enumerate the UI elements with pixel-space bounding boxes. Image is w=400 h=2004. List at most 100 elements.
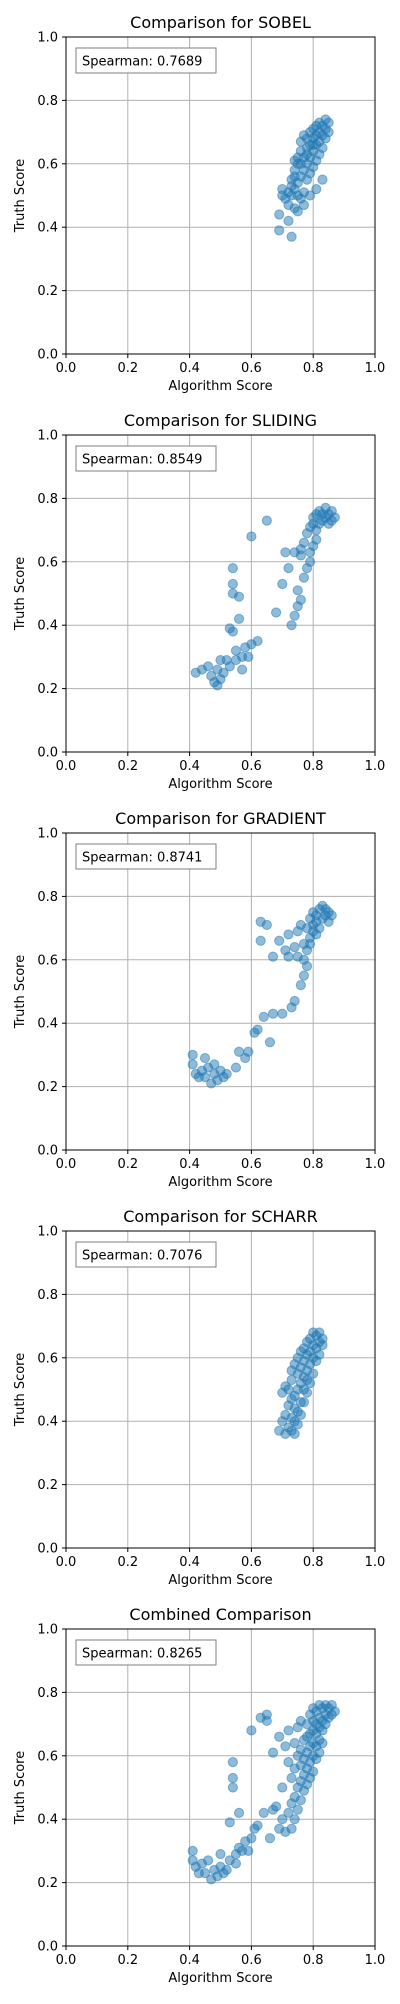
y-tick-label: 0.0: [37, 746, 58, 761]
data-point: [203, 1855, 214, 1866]
data-point: [209, 1059, 220, 1070]
x-tick-label: 0.4: [179, 1555, 200, 1570]
y-tick-label: 0.8: [37, 94, 58, 109]
data-point: [295, 1397, 306, 1408]
chart-title: Comparison for GRADIENT: [115, 809, 326, 828]
x-tick-label: 0.2: [117, 759, 138, 774]
data-point: [224, 1817, 235, 1828]
scatter-points: [190, 502, 340, 691]
y-tick-label: 0.8: [37, 492, 58, 507]
data-point: [215, 1848, 226, 1860]
y-axis-label: Truth Score: [13, 1353, 28, 1428]
data-point: [308, 139, 319, 150]
data-point: [264, 1037, 276, 1048]
y-tick-label: 0.6: [37, 157, 58, 172]
scatter-points: [187, 1699, 340, 1885]
data-point: [311, 929, 322, 940]
chart-title: Comparison for SLIDING: [124, 411, 317, 430]
data-point: [311, 184, 322, 195]
data-point: [199, 1052, 211, 1064]
data-point: [295, 1795, 306, 1806]
scatter-points: [187, 900, 337, 1089]
x-tick-label: 1.0: [365, 759, 386, 774]
data-point: [298, 199, 310, 211]
y-tick-label: 0.2: [37, 1478, 58, 1493]
y-tick-label: 0.4: [37, 1813, 58, 1828]
x-axis-label: Algorithm Score: [168, 1971, 272, 1986]
x-tick-label: 0.4: [179, 1157, 200, 1172]
data-point: [203, 661, 214, 672]
data-point: [227, 626, 238, 637]
data-point: [227, 1772, 238, 1784]
data-point: [283, 215, 294, 226]
data-point: [286, 1772, 297, 1784]
x-tick-label: 0.0: [56, 1555, 77, 1570]
x-tick-label: 1.0: [365, 361, 386, 376]
data-point: [274, 1731, 285, 1742]
data-point: [230, 645, 242, 656]
data-point: [308, 1368, 319, 1379]
x-tick-label: 0.8: [303, 1953, 324, 1968]
annotation-box: [75, 843, 217, 870]
data-point: [283, 929, 294, 940]
x-tick-label: 0.4: [179, 759, 200, 774]
x-tick-label: 0.0: [56, 759, 77, 774]
data-point: [227, 1757, 238, 1768]
data-point: [286, 231, 297, 242]
spearman-annotation: Spearman: 0.8741: [75, 843, 217, 870]
data-point: [233, 591, 245, 602]
spearman-text: Spearman: 0.7076: [82, 1249, 202, 1264]
data-point: [314, 1747, 325, 1758]
data-point: [292, 1804, 303, 1815]
spearman-annotation: Spearman: 0.8265: [75, 1639, 217, 1666]
data-point: [267, 1747, 279, 1758]
data-point: [323, 117, 334, 128]
data-point: [227, 578, 238, 590]
y-axis-label: Truth Score: [13, 159, 28, 234]
data-point: [305, 190, 316, 201]
data-point: [298, 970, 310, 981]
data-point: [230, 1858, 242, 1869]
chart-panel-2: Comparison for SLIDING 0.0 0.2 0.4 0.6 0.8 1.0…: [13, 411, 385, 792]
chart-panel-1: Comparison for SOBEL 0.0 0.2 0.4 0.6 0.8 1.0 0.…: [13, 13, 385, 394]
data-point: [283, 1807, 294, 1818]
y-tick-label: 0.0: [37, 1542, 58, 1557]
axes-frame: [65, 1230, 376, 1549]
data-point: [255, 935, 266, 946]
data-point: [187, 1845, 198, 1857]
data-point: [261, 515, 272, 526]
data-point: [305, 547, 316, 558]
data-point: [243, 1845, 254, 1857]
y-tick-label: 0.4: [37, 1017, 58, 1032]
data-point: [283, 951, 294, 962]
data-point: [252, 1820, 263, 1831]
data-point: [261, 919, 272, 931]
y-tick-label: 0.6: [37, 953, 58, 968]
data-point: [326, 910, 337, 921]
y-tick-label: 0.4: [37, 619, 58, 634]
y-tick-label: 0.6: [37, 1749, 58, 1764]
data-point: [295, 980, 306, 991]
x-tick-label: 0.6: [241, 1555, 262, 1570]
x-tick-label: 0.0: [56, 1953, 77, 1968]
data-point: [295, 544, 306, 555]
data-point: [252, 1024, 263, 1035]
data-point: [292, 206, 303, 217]
data-point: [292, 585, 303, 596]
data-point: [329, 512, 340, 523]
data-point: [187, 1049, 198, 1061]
y-tick-label: 0.2: [37, 284, 58, 299]
data-point: [280, 1741, 291, 1752]
data-point: [289, 942, 300, 953]
data-point: [295, 594, 306, 605]
y-tick-label: 1.0: [37, 429, 58, 444]
data-point: [246, 531, 257, 542]
y-axis-label: Truth Score: [13, 557, 28, 632]
data-point: [227, 563, 238, 574]
chart-title: Comparison for SOBEL: [130, 13, 311, 32]
spearman-text: Spearman: 0.8549: [82, 453, 202, 468]
chart-title: Combined Comparison: [129, 1605, 311, 1624]
data-point: [199, 1071, 211, 1083]
data-point: [283, 563, 294, 574]
x-tick-label: 0.2: [117, 1157, 138, 1172]
